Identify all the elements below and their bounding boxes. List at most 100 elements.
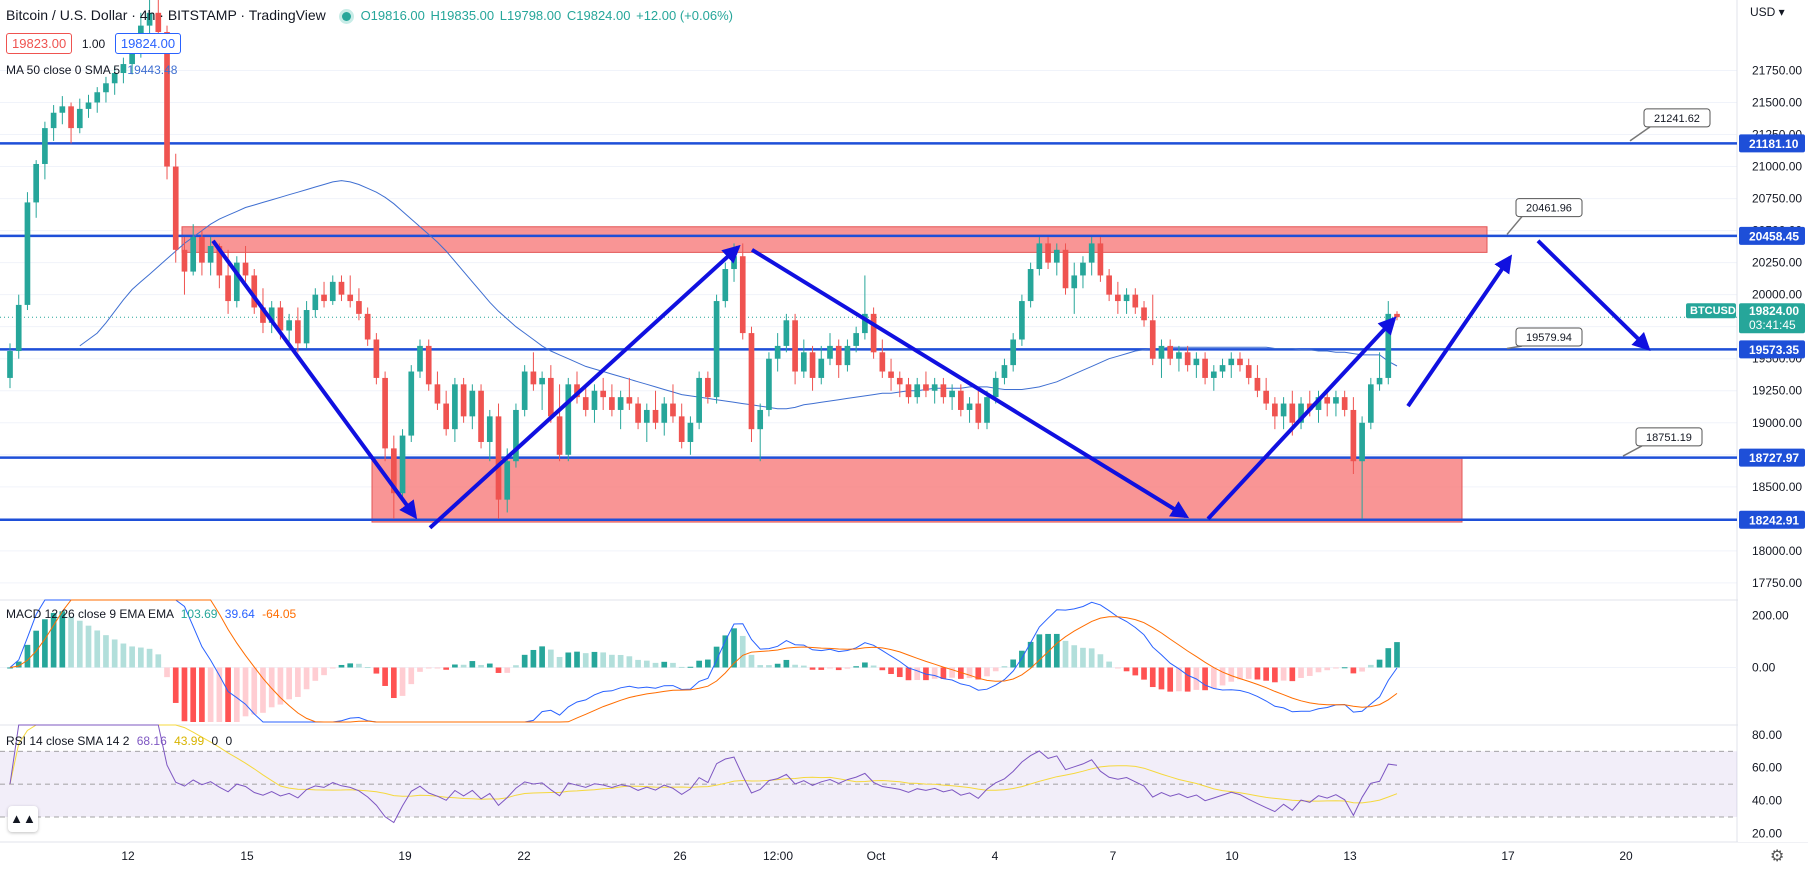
candle-body bbox=[190, 237, 197, 272]
candle-body bbox=[286, 320, 292, 331]
price-tick-label: 20000.00 bbox=[1752, 288, 1802, 302]
rsi-tick-label: 80.00 bbox=[1752, 728, 1782, 742]
candle-body bbox=[1036, 243, 1043, 270]
sell-button[interactable]: 19823.00 bbox=[6, 33, 73, 54]
candle-body bbox=[1394, 313, 1400, 318]
macd-histogram-bar bbox=[853, 666, 859, 668]
macd-histogram-bar bbox=[1289, 667, 1296, 682]
macd-histogram-bar bbox=[50, 612, 57, 668]
price-tick-label: 20750.00 bbox=[1752, 192, 1802, 206]
rsi-extra-2: 0 bbox=[225, 734, 233, 748]
candle-body bbox=[356, 301, 362, 314]
candle-body bbox=[373, 339, 380, 378]
candle-body bbox=[225, 275, 231, 302]
macd-histogram-bar bbox=[85, 625, 92, 668]
trend-arrow bbox=[1206, 316, 1397, 521]
candle-body bbox=[1193, 358, 1200, 366]
macd-histogram-bar bbox=[827, 667, 833, 669]
trend-arrows bbox=[211, 239, 1651, 530]
macd-histogram-bar bbox=[495, 667, 502, 673]
candle-body bbox=[774, 345, 781, 359]
macd-histogram-bar bbox=[879, 667, 886, 671]
macd-histogram-bar bbox=[1027, 641, 1034, 668]
macd-histogram-bar bbox=[582, 653, 589, 668]
macd-tick-label: 200.00 bbox=[1752, 609, 1789, 623]
macd-histogram-bar bbox=[373, 667, 380, 674]
macd-histogram-bar bbox=[1228, 667, 1235, 682]
rsi-tick-label: 40.00 bbox=[1752, 794, 1782, 808]
macd-histogram-bar bbox=[452, 664, 458, 668]
candle-body bbox=[495, 416, 502, 500]
candle-body bbox=[1115, 294, 1121, 302]
candle-body bbox=[705, 377, 711, 398]
callout-box bbox=[1515, 327, 1583, 347]
candle-body bbox=[1149, 320, 1156, 359]
time-axis[interactable]: 12 15 19 22 26 12:00 Oct 4 7 10 13 17 20 bbox=[121, 849, 1633, 863]
callout-box bbox=[1515, 198, 1583, 218]
macd-histogram-bar bbox=[1324, 667, 1331, 671]
rsi-ma-value: 43.99 bbox=[174, 734, 205, 748]
macd-histogram-bar bbox=[792, 664, 798, 668]
macd-histogram-bar bbox=[1341, 667, 1348, 669]
macd-histogram-bar bbox=[233, 667, 240, 722]
candle-body bbox=[460, 384, 467, 417]
macd-histogram-bar bbox=[687, 666, 694, 668]
macd-histogram-bar bbox=[242, 667, 249, 717]
candle-body bbox=[164, 32, 170, 167]
candle-body bbox=[7, 351, 13, 378]
symbol-legend: Bitcoin / U.S. Dollar · 4h · BITSTAMP · … bbox=[6, 7, 735, 23]
candle-body bbox=[548, 377, 554, 417]
candle-body bbox=[1359, 422, 1365, 462]
buy-button[interactable]: 19824.00 bbox=[114, 33, 182, 54]
macd-histogram-bar bbox=[565, 652, 572, 668]
macd-histogram-bar bbox=[1088, 648, 1095, 668]
macd-histogram-bar bbox=[1272, 667, 1278, 683]
macd-histogram-bar bbox=[1350, 667, 1357, 674]
last-price-tag bbox=[1739, 303, 1805, 334]
ma-label[interactable]: MA 50 close 0 SMA 5 bbox=[6, 63, 121, 77]
candle-body bbox=[443, 403, 449, 430]
macd-histogram-bar bbox=[818, 667, 825, 670]
candle-body bbox=[1106, 275, 1112, 295]
candle-body bbox=[303, 310, 310, 344]
price-axis[interactable]: USD ▾21750.0021500.0021250.0021000.00207… bbox=[1686, 0, 1808, 842]
candle-body bbox=[59, 106, 66, 113]
candle-body bbox=[382, 377, 388, 449]
macd-histogram-bar bbox=[713, 646, 720, 668]
ma50-line bbox=[79, 180, 1398, 410]
macd-label[interactable]: MACD 12 26 close 9 EMA EMA bbox=[6, 607, 174, 621]
settings-gear-icon[interactable]: ⚙ bbox=[1770, 846, 1785, 865]
macd-histogram-bar bbox=[260, 667, 266, 713]
candle-body bbox=[818, 358, 825, 378]
candle-body bbox=[15, 304, 22, 352]
macd-histogram-bar bbox=[129, 646, 135, 668]
macd-histogram-bar bbox=[164, 667, 170, 678]
macd-histogram-bar bbox=[111, 639, 118, 668]
candle-body bbox=[1001, 365, 1008, 378]
candle-body bbox=[408, 371, 415, 436]
macd-histogram-bar bbox=[338, 664, 345, 668]
macd-histogram-bar bbox=[652, 662, 659, 668]
trend-arrow bbox=[750, 248, 1190, 519]
macd-histogram-bar bbox=[548, 649, 554, 668]
candle-body bbox=[268, 307, 275, 323]
rsi-label[interactable]: RSI 14 close SMA 14 2 bbox=[6, 734, 130, 748]
symbol-title[interactable]: Bitcoin / U.S. Dollar · 4h · BITSTAMP · … bbox=[6, 7, 326, 23]
supply-demand-zones bbox=[181, 226, 1488, 523]
macd-histogram-bar bbox=[722, 635, 729, 668]
tradingview-logo[interactable]: ▲▲ bbox=[8, 806, 38, 832]
candle-body bbox=[1045, 243, 1051, 263]
candle-body bbox=[835, 345, 842, 366]
candle-body bbox=[42, 128, 48, 164]
macd-histogram-bar bbox=[417, 667, 423, 672]
macd-histogram-bar bbox=[225, 667, 231, 722]
price-tick-label: 18500.00 bbox=[1752, 480, 1802, 494]
macd-histogram-bar bbox=[940, 667, 947, 680]
price-tick-label: 20250.00 bbox=[1752, 256, 1802, 270]
macd-histogram-bar bbox=[1210, 667, 1217, 689]
candle-body bbox=[486, 416, 493, 442]
macd-histogram-bar bbox=[896, 667, 903, 678]
candle-body bbox=[1263, 390, 1269, 404]
macd-line-value: 39.64 bbox=[224, 607, 255, 621]
